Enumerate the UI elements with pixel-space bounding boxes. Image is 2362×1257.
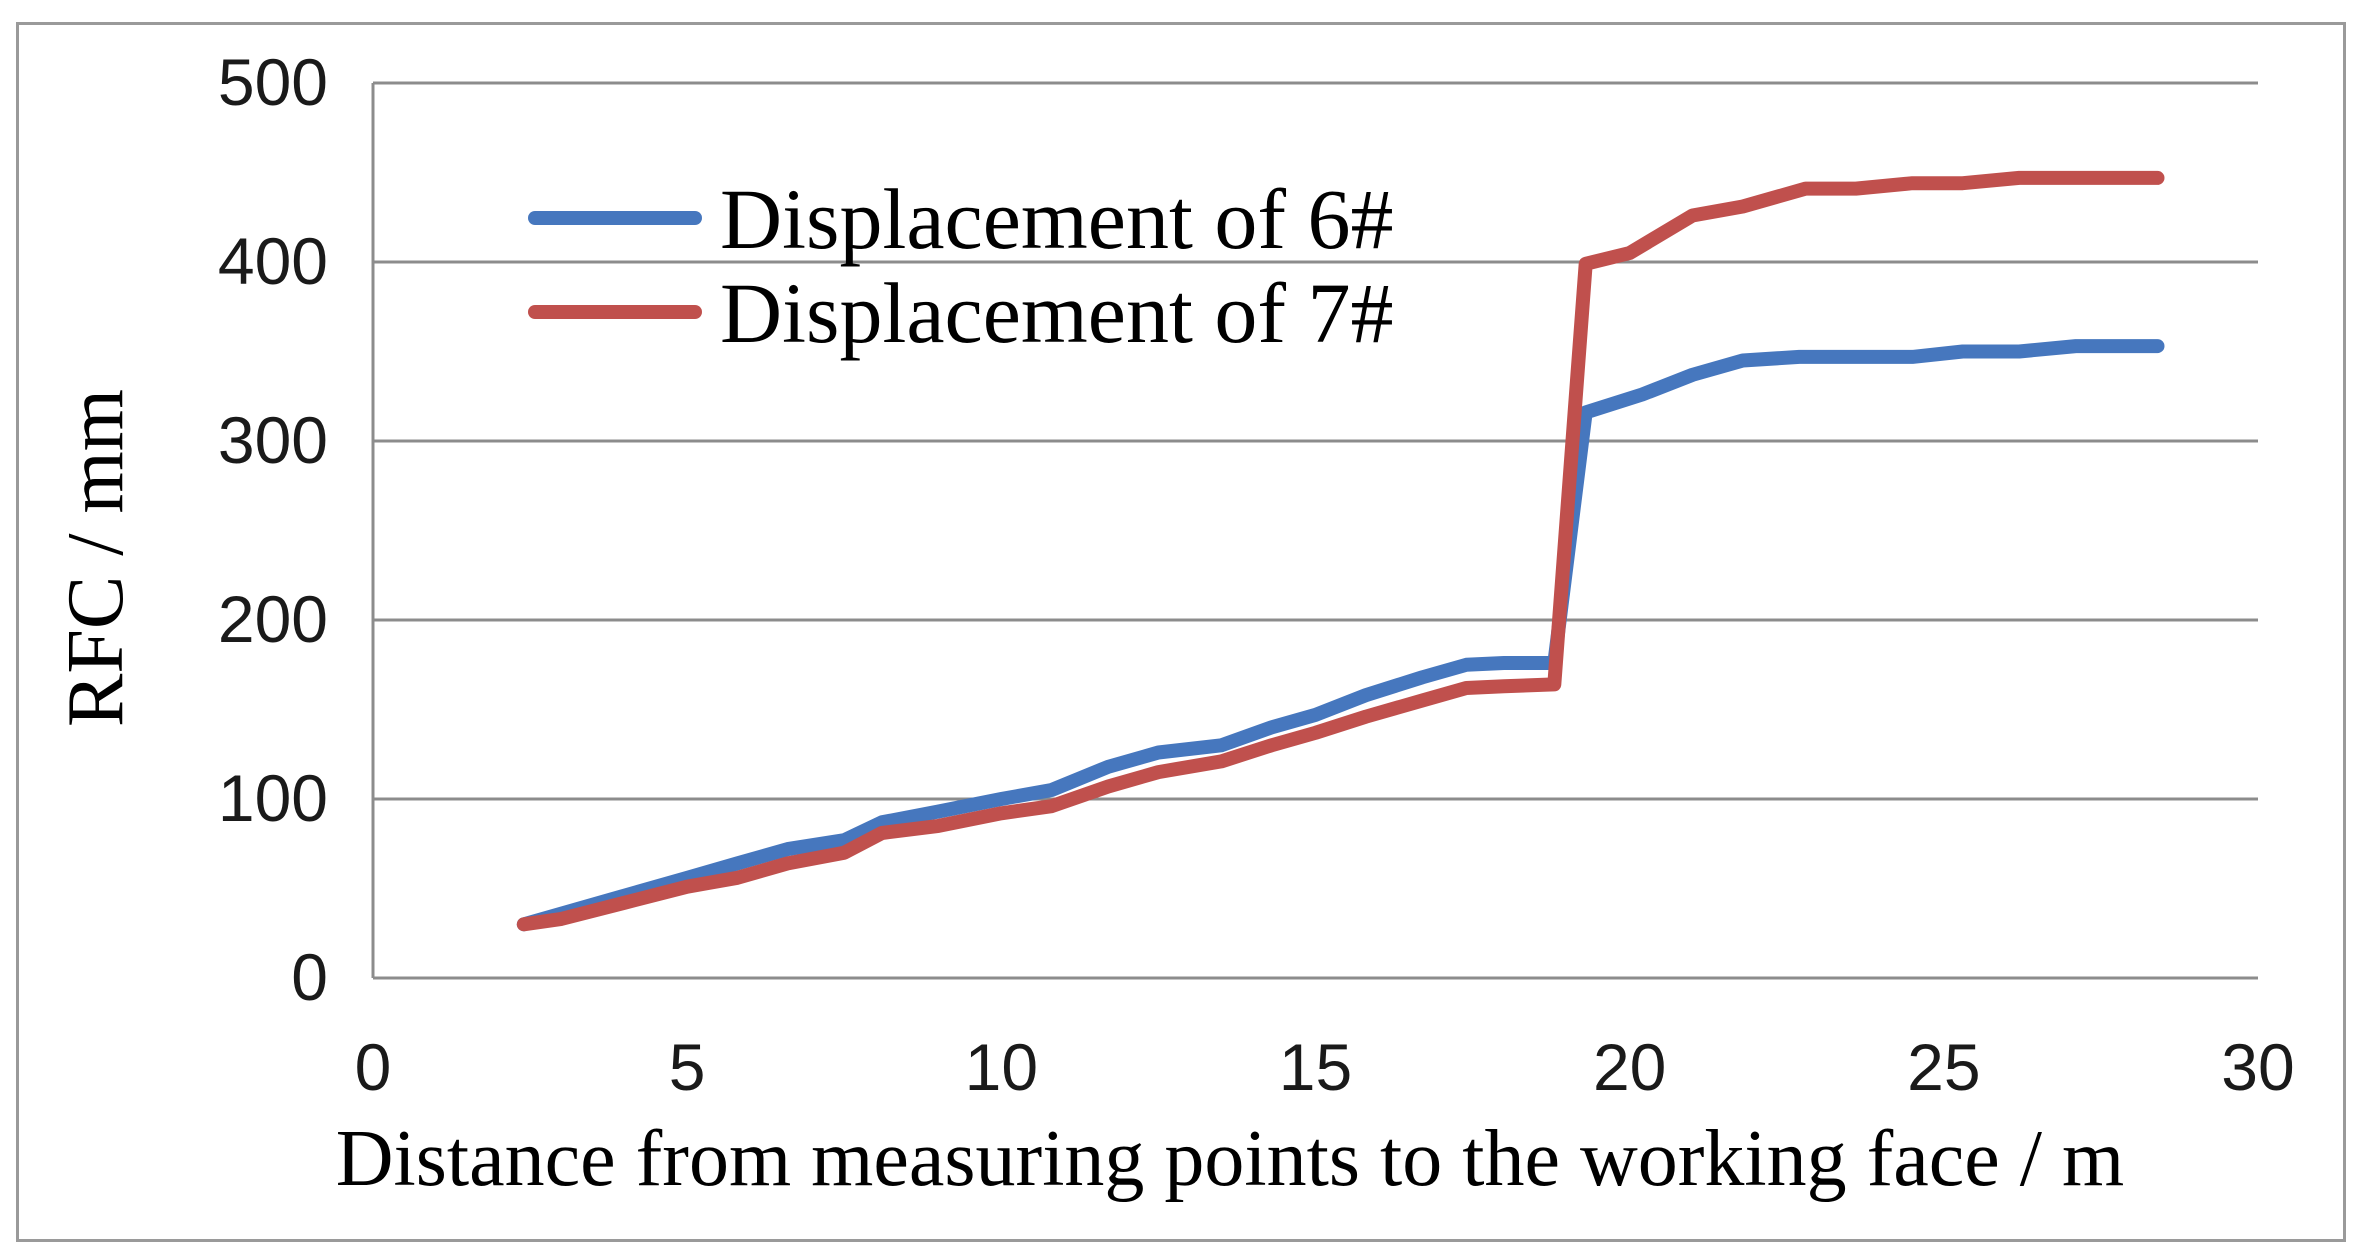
gridlines <box>371 81 2258 980</box>
x-tick-label: 30 <box>2221 1030 2294 1104</box>
y-tick-label: 300 <box>218 403 328 477</box>
x-tick-label: 15 <box>1279 1030 1352 1104</box>
y-axis-ticks: 0 100 200 300 400 500 <box>218 45 328 1014</box>
x-tick-label: 10 <box>965 1030 1038 1104</box>
legend: Displacement of 6# Displacement of 7# <box>528 171 1393 361</box>
legend-label-7: Displacement of 7# <box>720 265 1393 361</box>
x-tick-label: 25 <box>1907 1030 1980 1104</box>
x-tick-label: 20 <box>1593 1030 1666 1104</box>
x-tick-label: 5 <box>669 1030 706 1104</box>
x-axis-ticks: 0 5 10 15 20 25 30 <box>355 1030 2295 1104</box>
y-tick-label: 100 <box>218 761 328 835</box>
chart-frame <box>16 22 2346 1242</box>
x-tick-label: 0 <box>355 1030 392 1104</box>
legend-label-6: Displacement of 6# <box>720 171 1393 267</box>
y-tick-label: 500 <box>218 45 328 119</box>
series-lines <box>516 170 2165 932</box>
y-tick-label: 200 <box>218 582 328 656</box>
series-line-6 <box>516 339 2165 932</box>
y-tick-label: 400 <box>218 224 328 298</box>
y-axis-title: RFC / mm <box>52 389 140 727</box>
series-line-7 <box>516 170 2165 932</box>
y-tick-label: 0 <box>291 940 328 1014</box>
x-axis-title: Distance from measuring points to the wo… <box>336 1115 2124 1203</box>
